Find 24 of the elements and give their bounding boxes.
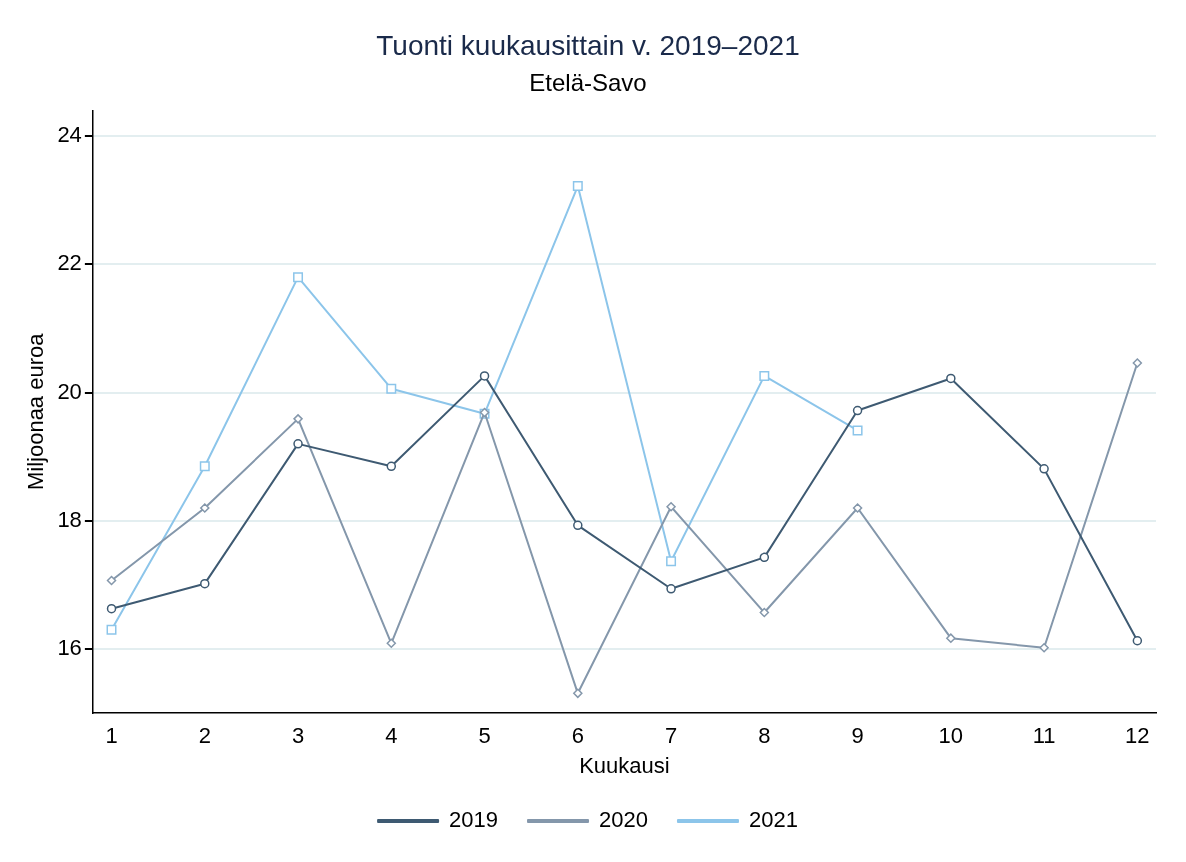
x-tick-label: 10	[938, 723, 964, 749]
x-axis-title: Kuukausi	[579, 752, 670, 778]
y-tick-label: 24	[57, 122, 82, 148]
x-tick-label: 4	[385, 723, 398, 749]
x-tick-label: 5	[478, 723, 491, 749]
x-tick-label: 6	[571, 723, 584, 749]
chart-title: Tuonti kuukausittain v. 2019–2021	[376, 29, 800, 61]
legend-label: 2019	[449, 807, 499, 833]
x-tick-label: 1	[105, 723, 118, 749]
x-tick-label: 2	[198, 723, 211, 749]
y-tick-label: 18	[57, 506, 82, 532]
y-tick-label: 20	[57, 378, 82, 404]
legend-label: 2020	[599, 807, 648, 833]
x-tick-label: 9	[851, 723, 864, 749]
x-tick-label: 12	[1125, 723, 1150, 749]
y-tick-label: 22	[57, 250, 82, 276]
chart-subtitle: Etelä-Savo	[529, 68, 647, 96]
x-tick-label: 8	[758, 723, 771, 749]
x-tick-label: 3	[291, 723, 305, 749]
y-axis-title: Miljoonaa euroa	[23, 332, 49, 491]
legend-label: 2021	[748, 807, 798, 833]
x-tick-label: 7	[664, 723, 678, 749]
x-tick-label: 11	[1032, 723, 1056, 749]
y-tick-label: 16	[57, 635, 82, 661]
